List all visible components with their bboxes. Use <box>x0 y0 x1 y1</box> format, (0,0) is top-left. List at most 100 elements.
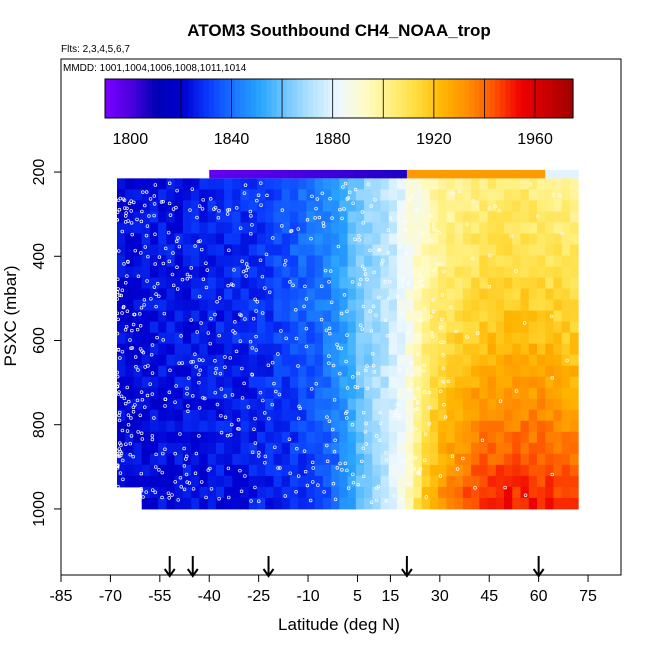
heatmap-cell <box>558 169 566 179</box>
heatmap-cell <box>528 365 538 378</box>
heatmap-cell <box>561 321 571 334</box>
heatmap-cell <box>528 255 538 268</box>
heatmap-cell <box>364 464 373 477</box>
heatmap-cell <box>569 354 579 367</box>
heatmap-cell <box>364 409 373 422</box>
heatmap-cell <box>265 431 274 444</box>
heatmap-cell <box>331 321 340 334</box>
sample-point <box>351 472 355 477</box>
sample-point <box>355 385 360 390</box>
heatmap-cell <box>553 387 563 400</box>
heatmap-cell <box>314 244 324 257</box>
heatmap-cell <box>364 266 373 279</box>
sample-point <box>345 386 350 390</box>
heatmap-cell <box>133 376 143 389</box>
sample-point <box>206 331 211 335</box>
heatmap-cell <box>438 475 447 488</box>
heatmap-cell <box>537 189 546 201</box>
sample-point <box>422 390 427 394</box>
heatmap-cell <box>240 453 250 466</box>
heatmap-cell <box>561 475 571 488</box>
sample-point <box>213 359 217 363</box>
sample-point <box>173 451 177 456</box>
heatmap-cell <box>512 244 522 257</box>
heatmap-cell <box>545 453 554 466</box>
sample-point <box>129 434 134 438</box>
sample-point <box>249 499 253 503</box>
sample-point <box>251 317 256 321</box>
heatmap-cell <box>207 222 217 234</box>
sample-point <box>149 352 154 357</box>
heatmap-cell <box>199 321 209 334</box>
heatmap-cell <box>182 365 192 378</box>
heatmap-cell <box>224 431 233 444</box>
heatmap-cell <box>355 299 365 312</box>
heatmap-cell <box>331 288 340 301</box>
heatmap-cell <box>454 222 464 234</box>
heatmap-cell <box>314 211 324 223</box>
heatmap-cell <box>553 200 563 212</box>
sample-point <box>127 201 132 206</box>
heatmap-cell <box>413 486 423 499</box>
heatmap-cell <box>125 178 134 190</box>
heatmap-cell <box>339 475 349 488</box>
sample-point <box>250 346 255 350</box>
sample-point <box>362 267 367 272</box>
heatmap-cell <box>141 431 151 444</box>
sample-point <box>116 287 120 291</box>
heatmap-cell <box>512 409 522 422</box>
sample-point <box>238 339 243 343</box>
heatmap-cell <box>504 200 513 212</box>
heatmap-cell <box>339 299 349 312</box>
heatmap-cell <box>479 420 489 433</box>
heatmap-cell <box>397 255 406 268</box>
heatmap-cell <box>339 409 349 422</box>
heatmap-cell <box>273 277 283 290</box>
heatmap-cell <box>117 475 126 488</box>
heatmap-cell <box>289 486 299 499</box>
heatmap-cell <box>240 409 250 422</box>
sample-point <box>123 206 127 210</box>
heatmap-cell <box>364 332 373 345</box>
heatmap-cell <box>462 299 472 312</box>
heatmap-cell <box>569 497 579 510</box>
heatmap-cell <box>462 420 472 433</box>
sample-point <box>249 231 253 236</box>
heatmap-cell <box>397 200 406 212</box>
heatmap-cell <box>495 255 505 268</box>
heatmap-cell <box>281 442 291 455</box>
heatmap-cell <box>438 288 447 301</box>
sample-point <box>360 264 365 269</box>
heatmap-cell <box>174 497 184 510</box>
heatmap-cell <box>372 189 382 201</box>
sample-point <box>226 283 230 288</box>
heatmap-cell <box>298 277 307 290</box>
sample-point <box>209 487 214 491</box>
heatmap-cell <box>141 464 151 477</box>
sample-point <box>416 386 420 391</box>
heatmap-cell <box>380 398 390 411</box>
sample-point <box>514 389 519 393</box>
heatmap-cell <box>306 343 316 356</box>
heatmap-cell <box>446 398 456 411</box>
heatmap-cell <box>322 310 332 323</box>
sample-point <box>119 394 124 399</box>
sample-point <box>397 245 402 250</box>
heatmap-cell <box>364 310 373 323</box>
heatmap-cell <box>174 211 184 223</box>
heatmap-cell <box>331 497 340 510</box>
heatmap-cell <box>298 365 307 378</box>
heatmap-cell <box>426 169 434 179</box>
heatmap-cell <box>520 222 530 234</box>
heatmap-cell <box>298 244 307 257</box>
sample-point <box>413 456 418 460</box>
sample-point <box>365 364 369 368</box>
sample-point <box>139 471 144 476</box>
heatmap-cell <box>504 431 513 444</box>
heatmap-cell <box>553 464 563 477</box>
heatmap-cell <box>487 387 497 400</box>
heatmap-cell <box>265 453 274 466</box>
sample-point <box>236 418 241 422</box>
heatmap-cell <box>199 387 209 400</box>
heatmap-cell <box>306 277 316 290</box>
